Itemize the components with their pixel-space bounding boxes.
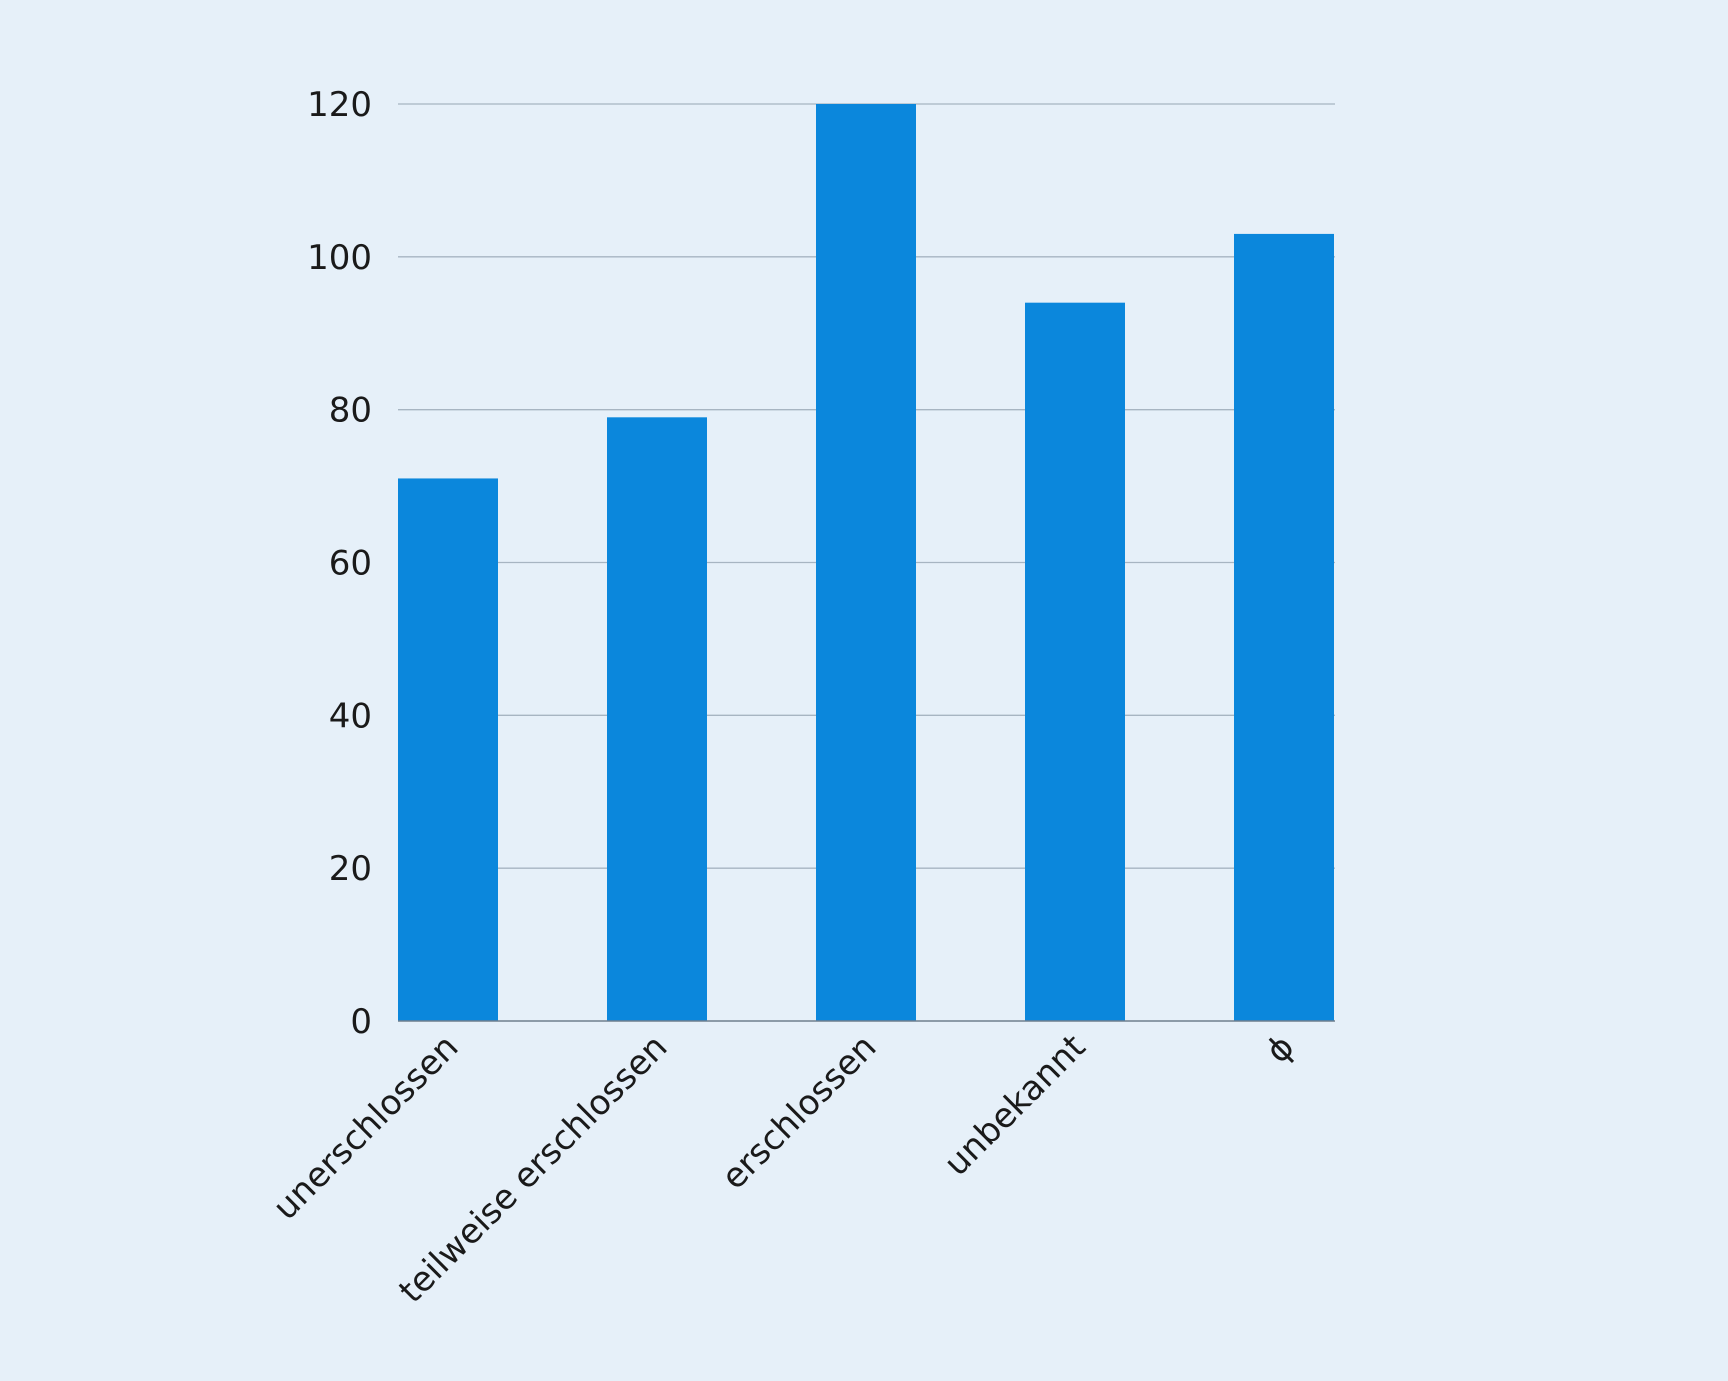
x-tick-label: unerschlossen <box>265 1027 466 1228</box>
y-tick-label: 100 <box>307 238 372 278</box>
y-axis-tick-labels: 0 20 40 60 80 100 120 <box>307 85 372 1042</box>
y-tick-label: 0 <box>350 1002 372 1042</box>
bar <box>816 104 916 1021</box>
bars <box>398 104 1334 1022</box>
y-tick-label: 60 <box>329 544 372 584</box>
bar <box>1234 233 1334 1022</box>
y-tick-label: 20 <box>329 849 372 889</box>
y-tick-label: 80 <box>329 391 372 431</box>
bar <box>607 417 707 1021</box>
y-tick-label: 40 <box>329 696 372 736</box>
y-tick-label: 120 <box>307 85 372 125</box>
bar <box>1025 302 1125 1021</box>
bar <box>398 478 498 1022</box>
x-tick-label: erschlossen <box>714 1027 884 1197</box>
x-tick-label: ϕ <box>1258 1027 1302 1071</box>
x-tick-label: unbekannt <box>936 1027 1093 1184</box>
